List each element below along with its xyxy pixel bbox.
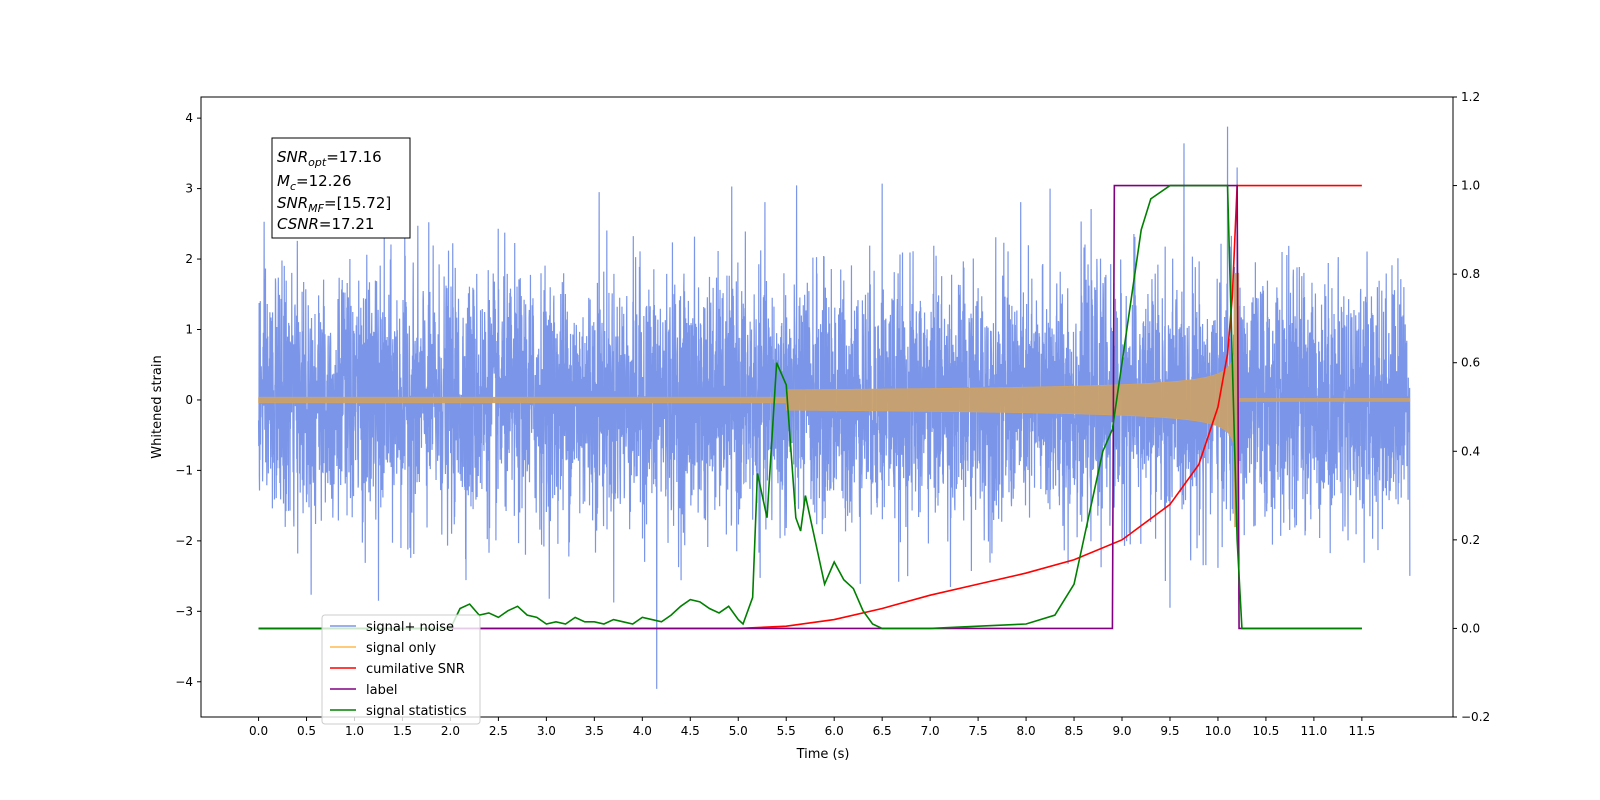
series-signal-only	[258, 272, 1411, 528]
series-cumulative-snr	[258, 184, 1362, 630]
x-tick-label: 5.0	[729, 724, 748, 738]
left-y-tick-label: 3	[185, 182, 193, 196]
left-y-axis: −4 −3 −2 −1 0 1 2 3 4	[175, 111, 201, 689]
left-y-tick-label: 2	[185, 252, 193, 266]
x-tick-label: 7.0	[921, 724, 940, 738]
series-signal-statistics	[258, 184, 1362, 630]
left-y-tick-label: −3	[175, 604, 193, 618]
legend-box	[321, 614, 481, 725]
legend-label: signal statistics	[366, 704, 467, 719]
x-tick-label: 8.5	[1064, 724, 1083, 738]
x-tick-label: 8.0	[1017, 724, 1036, 738]
left-y-tick-label: 1	[185, 323, 193, 337]
x-tick-label: 6.0	[825, 724, 844, 738]
x-axis: 0.0 0.5 1.0 1.5 2.0 2.5 3.0 3.5 4.0 4.5 5.0 5.5 6.0 6…	[249, 717, 1375, 738]
x-tick-label: 2.5	[489, 724, 508, 738]
annotation-snr-opt: SNRopt=17.16	[277, 148, 382, 169]
plot-area	[257, 126, 1411, 689]
x-tick-label: 2.0	[441, 724, 460, 738]
left-y-tick-label: −4	[175, 675, 193, 689]
legend-label: cumilative SNR	[366, 662, 465, 677]
x-axis-label: Time (s)	[796, 747, 850, 762]
x-tick-label: 11.5	[1348, 724, 1375, 738]
annotation-mc: Mc=12.26	[277, 172, 352, 193]
legend-entry-signal-statistics: signal statistics	[330, 704, 467, 719]
right-y-axis: −0.2 0.0 0.2 0.4 0.6 0.8 1.0 1.2	[1453, 90, 1490, 724]
x-tick-label: 1.0	[345, 724, 364, 738]
axes-frame	[200, 96, 1454, 718]
right-y-tick-label: 1.2	[1461, 90, 1480, 104]
right-y-tick-label: 0.4	[1461, 444, 1480, 458]
legend-label: signal+ noise	[366, 620, 454, 635]
right-y-tick-label: −0.2	[1461, 710, 1490, 724]
stats-annotation: SNRopt=17.16 Mc=12.26 SNRMF=[15.72] CSNR…	[271, 137, 411, 239]
right-y-tick-label: 1.0	[1461, 179, 1480, 193]
x-tick-label: 5.5	[777, 724, 796, 738]
left-y-tick-label: 0	[185, 393, 193, 407]
legend-entry-cumulative-snr: cumilative SNR	[330, 662, 465, 677]
right-y-tick-label: 0.2	[1461, 533, 1480, 547]
x-tick-label: 3.0	[537, 724, 556, 738]
annotation-csnr: CSNR=17.21	[277, 215, 374, 233]
right-y-tick-label: 0.0	[1461, 621, 1480, 635]
legend-entry-signal-only: signal only	[330, 641, 436, 656]
annotation-box	[271, 137, 411, 239]
x-tick-label: 1.5	[393, 724, 412, 738]
x-tick-label: 6.5	[873, 724, 892, 738]
x-tick-label: 7.5	[969, 724, 988, 738]
left-y-tick-label: 4	[185, 111, 193, 125]
x-tick-label: 10.5	[1253, 724, 1280, 738]
legend-entry-signal-noise: signal+ noise	[330, 620, 454, 635]
x-tick-label: 4.0	[633, 724, 652, 738]
legend-entry-label: label	[330, 683, 397, 698]
left-y-axis-label: Whitened strain	[150, 355, 165, 458]
right-y-tick-label: 0.8	[1461, 267, 1480, 281]
left-y-tick-label: −2	[175, 534, 193, 548]
x-tick-label: 11.0	[1301, 724, 1328, 738]
x-tick-label: 4.5	[681, 724, 700, 738]
annotation-snr-mf: SNRMF=[15.72]	[277, 194, 391, 215]
x-tick-label: 0.0	[249, 724, 268, 738]
legend-label: signal only	[366, 641, 436, 656]
x-tick-label: 0.5	[297, 724, 316, 738]
left-y-tick-label: −1	[175, 463, 193, 477]
x-tick-label: 9.0	[1112, 724, 1131, 738]
legend: signal+ noise signal only cumilative SNR…	[321, 614, 481, 725]
legend-label: label	[366, 683, 397, 698]
x-tick-label: 3.5	[585, 724, 604, 738]
x-tick-label: 10.0	[1205, 724, 1232, 738]
right-y-tick-label: 0.6	[1461, 356, 1480, 370]
x-tick-label: 9.5	[1160, 724, 1179, 738]
